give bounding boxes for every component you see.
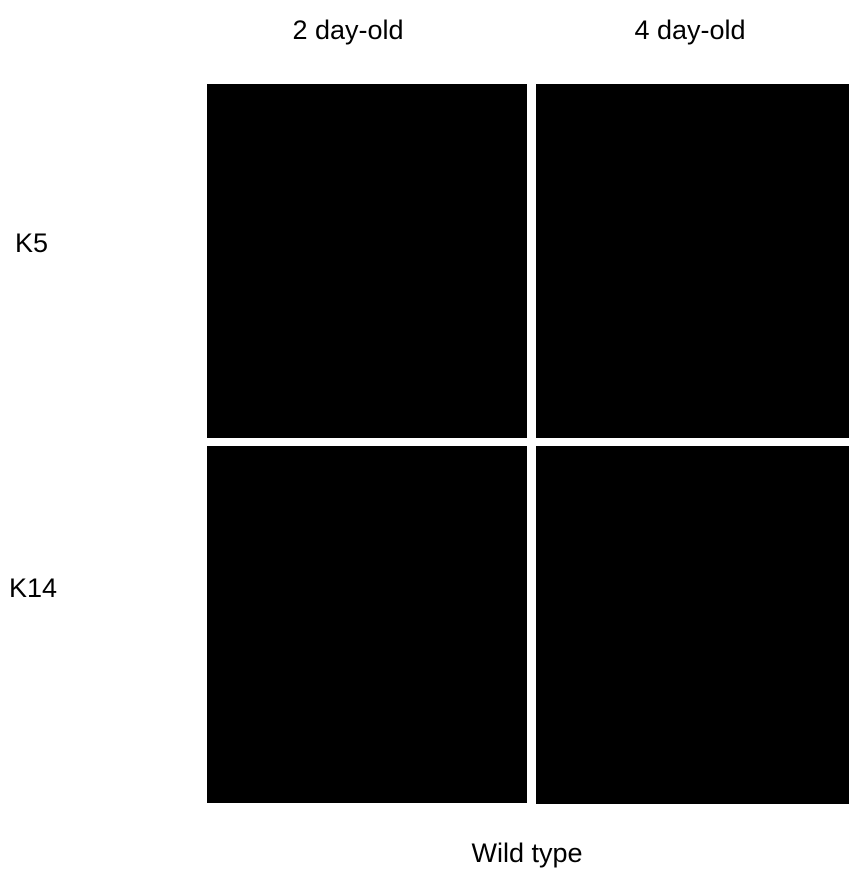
image-panel [536,84,849,438]
image-panel [207,446,527,803]
row-label: K5 [15,228,48,258]
row-label: K14 [9,573,57,603]
page: 2 day-old 4 day-old K5 K14 Wild type (()… [0,0,849,878]
caption: Wild type [471,838,582,868]
image-panel [207,84,527,438]
column-label: 4 day-old [634,15,745,45]
column-label: 2 day-old [292,15,403,45]
image-panel [536,446,849,804]
figure: 2 day-old 4 day-old K5 K14 Wild type [0,0,849,878]
